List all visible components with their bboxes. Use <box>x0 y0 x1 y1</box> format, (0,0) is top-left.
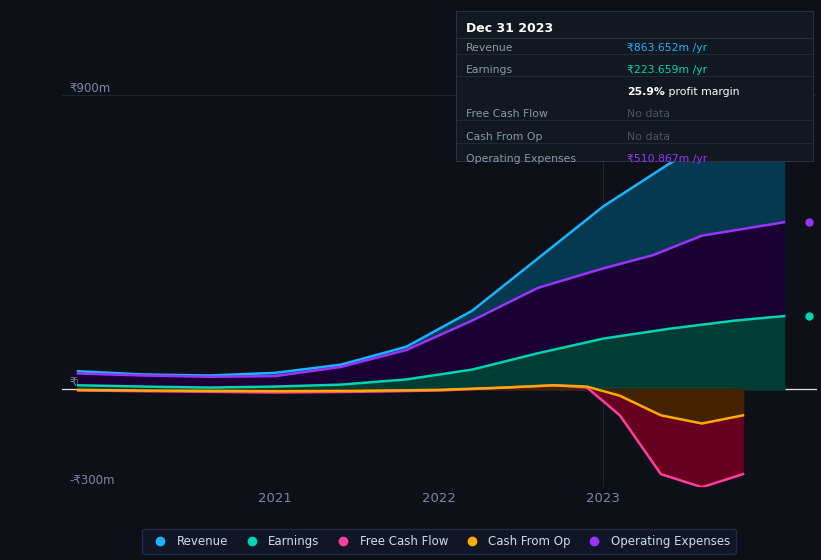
Text: ₹0: ₹0 <box>70 376 85 389</box>
Text: profit margin: profit margin <box>664 87 739 97</box>
Text: -₹300m: -₹300m <box>70 474 115 487</box>
Text: ₹223.659m /yr: ₹223.659m /yr <box>627 65 707 75</box>
Text: Dec 31 2023: Dec 31 2023 <box>466 22 553 35</box>
Text: ₹900m: ₹900m <box>70 82 111 95</box>
Legend: Revenue, Earnings, Free Cash Flow, Cash From Op, Operating Expenses: Revenue, Earnings, Free Cash Flow, Cash … <box>143 529 736 554</box>
Text: ₹863.652m /yr: ₹863.652m /yr <box>627 43 707 53</box>
Text: Earnings: Earnings <box>466 65 513 75</box>
Text: Revenue: Revenue <box>466 43 514 53</box>
Text: Operating Expenses: Operating Expenses <box>466 153 576 164</box>
Text: Free Cash Flow: Free Cash Flow <box>466 109 548 119</box>
Text: Cash From Op: Cash From Op <box>466 132 543 142</box>
Text: No data: No data <box>627 132 670 142</box>
Text: No data: No data <box>627 109 670 119</box>
Text: 25.9%: 25.9% <box>627 87 665 97</box>
Text: ₹510.867m /yr: ₹510.867m /yr <box>627 153 708 164</box>
